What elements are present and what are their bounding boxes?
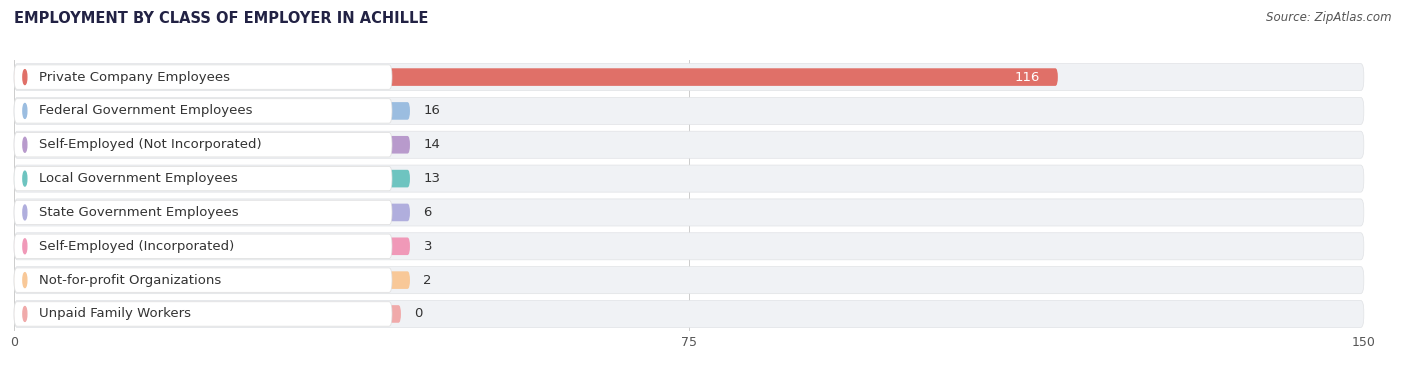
Text: Self-Employed (Incorporated): Self-Employed (Incorporated) [39,240,235,253]
FancyBboxPatch shape [14,65,392,89]
FancyBboxPatch shape [14,305,401,323]
Circle shape [22,239,27,254]
Text: EMPLOYMENT BY CLASS OF EMPLOYER IN ACHILLE: EMPLOYMENT BY CLASS OF EMPLOYER IN ACHIL… [14,11,429,26]
FancyBboxPatch shape [14,200,392,224]
FancyBboxPatch shape [14,234,392,258]
FancyBboxPatch shape [14,68,1057,86]
Text: 14: 14 [423,138,440,151]
FancyBboxPatch shape [14,97,1364,124]
Text: 0: 0 [415,308,423,320]
Text: 6: 6 [423,206,432,219]
FancyBboxPatch shape [14,133,392,157]
Text: Unpaid Family Workers: Unpaid Family Workers [39,308,191,320]
Circle shape [22,103,27,118]
FancyBboxPatch shape [14,267,1364,294]
FancyBboxPatch shape [14,199,1364,226]
Text: 16: 16 [423,105,440,117]
Circle shape [22,306,27,321]
Text: Local Government Employees: Local Government Employees [39,172,238,185]
FancyBboxPatch shape [14,136,411,153]
Circle shape [22,205,27,220]
FancyBboxPatch shape [14,302,392,326]
FancyBboxPatch shape [14,170,411,187]
FancyBboxPatch shape [14,64,1364,91]
FancyBboxPatch shape [14,271,411,289]
Text: 2: 2 [423,274,432,287]
FancyBboxPatch shape [14,165,1364,192]
Circle shape [22,171,27,186]
Circle shape [22,273,27,288]
Text: 13: 13 [423,172,440,185]
Text: State Government Employees: State Government Employees [39,206,239,219]
FancyBboxPatch shape [14,102,411,120]
Text: Not-for-profit Organizations: Not-for-profit Organizations [39,274,222,287]
Circle shape [22,137,27,152]
Text: 116: 116 [1015,71,1040,83]
FancyBboxPatch shape [14,238,411,255]
FancyBboxPatch shape [14,99,392,123]
Text: Federal Government Employees: Federal Government Employees [39,105,253,117]
Circle shape [22,70,27,85]
FancyBboxPatch shape [14,167,392,191]
FancyBboxPatch shape [14,131,1364,158]
FancyBboxPatch shape [14,300,1364,327]
FancyBboxPatch shape [14,268,392,292]
Text: 3: 3 [423,240,432,253]
FancyBboxPatch shape [14,233,1364,260]
Text: Private Company Employees: Private Company Employees [39,71,231,83]
Text: Self-Employed (Not Incorporated): Self-Employed (Not Incorporated) [39,138,262,151]
Text: Source: ZipAtlas.com: Source: ZipAtlas.com [1267,11,1392,24]
FancyBboxPatch shape [14,204,411,221]
